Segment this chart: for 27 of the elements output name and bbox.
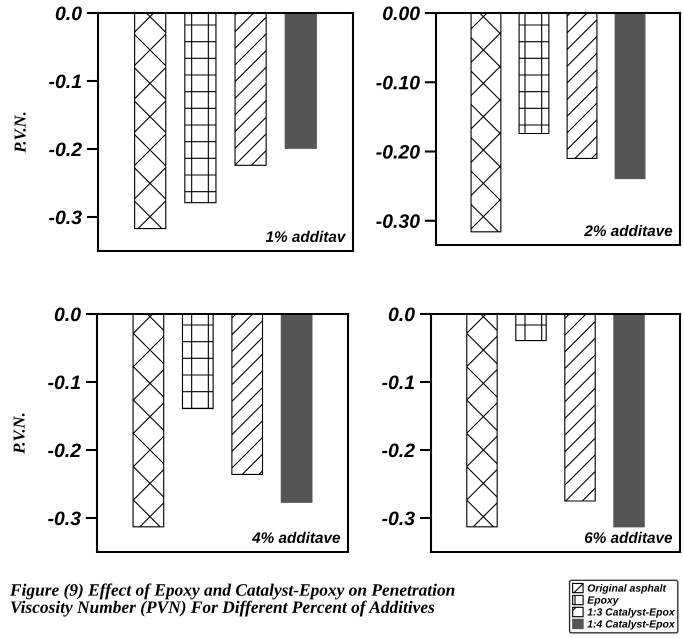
y-tick-label: -0.1: [48, 375, 80, 390]
legend-label: 1:4 Catalyst-Epox: [587, 620, 676, 630]
y-tick-label: -0.3: [49, 210, 82, 224]
text: 1% additav: [266, 230, 346, 242]
y-tick-label: 0.00: [382, 6, 420, 20]
y-axis-title: P.V.N.: [14, 414, 25, 454]
y-tick-label: 0.0: [54, 307, 81, 322]
y-tick-label: -0.30: [376, 214, 420, 228]
legend-label: 1:3 Catalyst-Epox: [587, 608, 676, 618]
y-tick-label: -0.1: [382, 375, 414, 390]
y-tick-label: -0.10: [376, 76, 420, 90]
text: 4% additave: [252, 532, 340, 544]
text: Figure (9) Effect of Epoxy and Catalyst-Epoxy on Penetration Viscosity Number (PVN) For Different Percent of Additives: [10, 583, 454, 617]
y-tick-label: -0.20: [376, 144, 420, 159]
y-axis-title: P.V.N.: [14, 112, 26, 153]
y-tick-label: -0.3: [382, 511, 415, 526]
y-tick-label: -0.3: [48, 511, 81, 526]
y-tick-label: 0.0: [388, 307, 415, 322]
y-tick-label: -0.2: [48, 443, 81, 458]
y-tick-label: -0.1: [49, 74, 81, 88]
text: 2% additave: [584, 224, 672, 236]
y-tick-label: -0.2: [382, 443, 415, 458]
legend-label: Original asphalt: [588, 584, 666, 594]
legend-label: Epoxy: [587, 596, 619, 606]
y-tick-label: -0.2: [49, 142, 82, 156]
y-tick-label: 0.0: [56, 6, 82, 20]
text: 6% additave: [584, 532, 672, 544]
